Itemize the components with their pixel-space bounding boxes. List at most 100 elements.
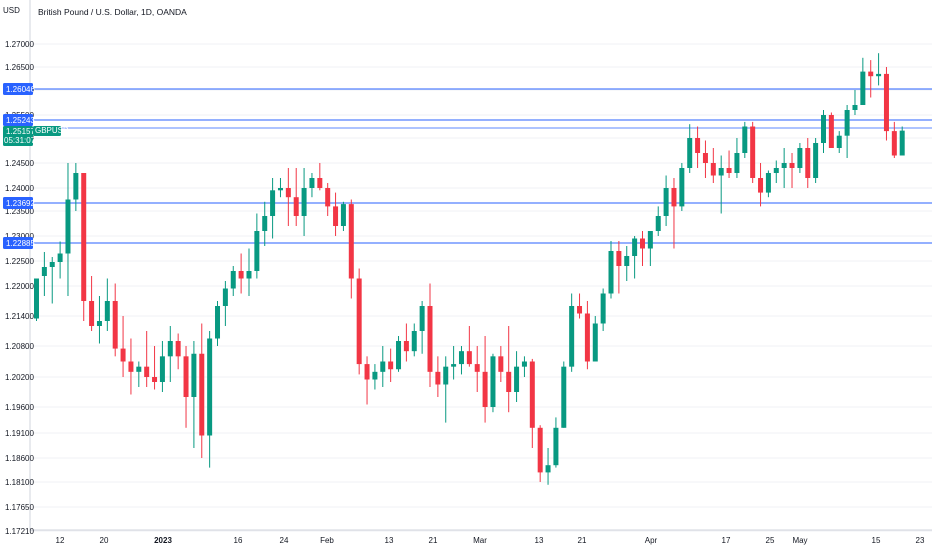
candle-body: [474, 364, 480, 372]
candle: [34, 278, 39, 321]
candle-body: [624, 256, 630, 266]
candle: [112, 283, 118, 357]
candle-body: [277, 188, 283, 191]
candle: [876, 53, 882, 86]
candle-body: [57, 253, 63, 262]
candle-body: [230, 271, 236, 289]
candle-body: [750, 126, 756, 178]
candle: [175, 333, 181, 370]
candle-body: [120, 348, 126, 362]
candle-body: [506, 371, 512, 392]
candle: [498, 346, 504, 382]
candle-body: [844, 110, 850, 136]
candle-body: [96, 321, 102, 326]
candle-body: [191, 353, 197, 397]
candle-body: [104, 301, 110, 321]
candle: [521, 356, 527, 377]
candle-body: [529, 361, 535, 428]
candle-body: [490, 356, 496, 407]
candle: [104, 278, 110, 331]
candle: [852, 90, 858, 115]
candle: [466, 326, 472, 367]
candle: [333, 192, 339, 236]
candle-body: [466, 351, 472, 365]
candle-body: [159, 356, 165, 382]
x-tick-label: May: [792, 536, 807, 545]
symbol-label: GBPUSD: [35, 126, 69, 135]
candle: [65, 163, 71, 296]
candle: [592, 316, 598, 362]
y-tick-label: 1.20200: [5, 373, 34, 382]
candle-body: [498, 356, 504, 372]
level-price-label: 1.25243: [6, 116, 35, 125]
candle-body: [144, 366, 150, 377]
candle: [222, 281, 228, 326]
candle-body: [419, 306, 425, 331]
candle: [718, 155, 724, 214]
candle-body: [325, 188, 331, 207]
candle-body: [388, 361, 394, 370]
x-tick-label: 12: [56, 536, 65, 545]
candle: [506, 326, 512, 413]
candle-body: [364, 364, 370, 380]
candle: [403, 323, 409, 362]
candle: [262, 201, 268, 246]
candle: [317, 163, 323, 191]
candle: [545, 448, 551, 485]
candle: [836, 131, 842, 153]
candle-body: [348, 204, 354, 279]
level-price-label: 1.23692: [6, 199, 35, 208]
y-tick-label: 1.19600: [5, 403, 34, 412]
x-tick-label: 25: [766, 536, 775, 545]
candle: [702, 140, 708, 178]
candle-body: [718, 168, 724, 176]
candle-body: [592, 323, 598, 362]
candle: [553, 417, 559, 468]
candle-body: [482, 371, 488, 407]
candle: [372, 364, 378, 390]
candle: [73, 163, 79, 211]
candles: [34, 53, 905, 485]
candle-body: [860, 71, 866, 105]
horizontal-levels[interactable]: [30, 88, 932, 244]
candle-body: [663, 188, 669, 216]
candle: [710, 148, 716, 183]
candle-body: [765, 173, 771, 193]
candle: [561, 361, 567, 428]
candle: [891, 121, 897, 158]
price-tags: 1.26046 1.25243 1.23692 1.22885 1.2515705:31…: [3, 83, 69, 249]
x-tick-label: 23: [916, 536, 925, 545]
candle: [569, 293, 575, 372]
y-tick-label: 1.22000: [5, 282, 34, 291]
candle: [152, 346, 158, 390]
currency-label: USD: [3, 6, 20, 15]
candle: [380, 346, 386, 387]
candle: [726, 150, 732, 178]
candle: [647, 231, 653, 266]
candle: [159, 341, 165, 392]
candle: [128, 338, 134, 395]
candle: [89, 276, 95, 331]
candle: [679, 163, 685, 211]
last-price-tag: [3, 126, 33, 146]
candle: [419, 301, 425, 354]
candle: [624, 246, 630, 281]
candle: [734, 138, 740, 178]
symbol-tag: [33, 126, 61, 136]
candle-body: [687, 138, 693, 168]
y-tick-label: 1.24500: [5, 159, 34, 168]
candle-body: [655, 216, 661, 231]
candle: [616, 241, 622, 294]
candle: [451, 346, 457, 380]
candle: [96, 296, 102, 344]
candle: [773, 160, 779, 183]
candle: [191, 341, 197, 448]
candle-body: [514, 366, 520, 392]
y-tick-label: 1.23000: [5, 232, 34, 241]
candle: [655, 206, 661, 236]
candle: [537, 425, 543, 482]
candle-body: [128, 361, 134, 372]
candle: [285, 168, 291, 226]
